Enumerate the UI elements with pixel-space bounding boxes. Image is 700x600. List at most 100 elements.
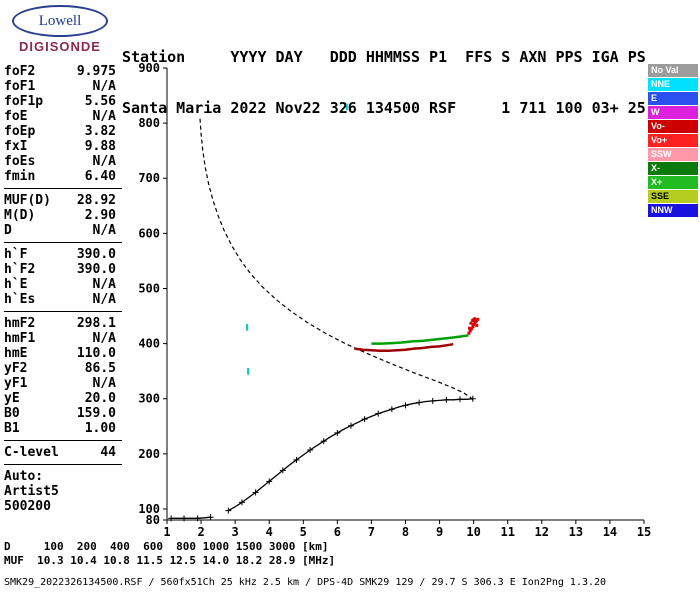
legend-item-nnw: NNW (648, 204, 698, 217)
param-label: yF1 (4, 376, 28, 391)
param-row: yF2 86.5 (4, 361, 116, 376)
param-row: B0 159.0 (4, 406, 116, 421)
param-row: fxI 9.88 (4, 139, 116, 154)
y-tick-label: 300 (138, 392, 160, 406)
x-tick-label: 14 (603, 525, 617, 539)
param-value: N/A (92, 154, 116, 169)
param-row: fmin 6.40 (4, 169, 116, 184)
param-label: yF2 (4, 361, 28, 376)
param-row: foF1 N/A (4, 79, 116, 94)
scatter-foF2-cusp-echoes (470, 327, 474, 331)
param-row: D N/A (4, 223, 116, 238)
file-info-line: SMK29_2022326134500.RSF / 560fx51Ch 25 k… (4, 577, 607, 588)
param-separator (4, 311, 122, 312)
y-tick-label: 80 (146, 513, 160, 527)
y-tick-label: 600 (138, 226, 160, 240)
legend-item-ssw: SSW (648, 148, 698, 161)
param-value: 390.0 (76, 247, 116, 262)
param-value: 3.82 (84, 124, 116, 139)
lowell-digisonde-logo: Lowell DIGISONDE (8, 5, 112, 54)
param-value: N/A (92, 79, 116, 94)
param-separator (4, 440, 122, 441)
param-value: 9.88 (84, 139, 116, 154)
param-value: N/A (92, 331, 116, 346)
param-label: hmE (4, 346, 28, 361)
x-tick-label: 2 (197, 525, 204, 539)
param-value: 9.975 (76, 64, 116, 79)
param-row: hmF2 298.1 (4, 316, 116, 331)
param-label: yE (4, 391, 20, 406)
x-tick-label: 7 (368, 525, 375, 539)
param-value: N/A (92, 376, 116, 391)
scatter-stray-echo-specks-cyan (246, 323, 249, 328)
param-value: 390.0 (76, 262, 116, 277)
scatter-stray-echo-specks-cyan (345, 103, 348, 108)
series-valley-profile (171, 516, 211, 519)
param-value: 28.92 (76, 193, 116, 208)
legend-item-e: E (648, 92, 698, 105)
legend-item-nne: NNE (648, 78, 698, 91)
scatter-foF2-cusp-echoes (473, 321, 477, 325)
param-value: 20.0 (84, 391, 116, 406)
x-tick-label: 10 (466, 525, 480, 539)
legend-item-vo-: Vo+ (648, 134, 698, 147)
legend-item-x-: X+ (648, 176, 698, 189)
param-value: N/A (92, 292, 116, 307)
x-tick-label: 15 (637, 525, 651, 539)
param-label: foF2 (4, 64, 36, 79)
param-value: 159.0 (76, 406, 116, 421)
scatter-stray-echo-specks-cyan (247, 370, 250, 375)
param-row: MUF(D) 28.92 (4, 193, 116, 208)
param-label: h`F (4, 247, 28, 262)
header-values: Santa Maria 2022 Nov22 326 134500 RSF 1 … (122, 99, 646, 117)
param-separator (4, 464, 122, 465)
param-row: foEp 3.82 (4, 124, 116, 139)
param-value: N/A (92, 277, 116, 292)
x-tick-label: 12 (535, 525, 549, 539)
param-row: C-level 44 (4, 445, 116, 460)
param-label: foEs (4, 154, 36, 169)
param-value: 110.0 (76, 346, 116, 361)
y-tick-label: 100 (138, 502, 160, 516)
legend-item-w: W (648, 106, 698, 119)
x-tick-label: 3 (232, 525, 239, 539)
param-separator (4, 242, 122, 243)
y-tick-label: 900 (138, 61, 160, 75)
param-value: 2.90 (84, 208, 116, 223)
x-tick-label: 6 (334, 525, 341, 539)
param-label: M(D) (4, 208, 36, 223)
scatter-stray-echo-specks-cyan (345, 106, 348, 111)
param-row: Artist5 (4, 484, 116, 499)
param-label: hmF1 (4, 331, 36, 346)
series-true-height-profile (227, 398, 473, 512)
param-row: h`F2 390.0 (4, 262, 116, 277)
param-row: h`F 390.0 (4, 247, 116, 262)
param-value: 44 (100, 445, 116, 460)
y-tick-label: 400 (138, 337, 160, 351)
param-label: h`Es (4, 292, 36, 307)
param-value: 1.00 (84, 421, 116, 436)
param-row: foF1p 5.56 (4, 94, 116, 109)
scatter-foF2-cusp-echoes (472, 322, 476, 326)
lowell-logo-oval: Lowell (12, 5, 108, 37)
param-label: foEp (4, 124, 36, 139)
param-row: 500200 (4, 499, 116, 514)
x-tick-label: 13 (569, 525, 583, 539)
scatter-foF2-cusp-echoes (468, 326, 472, 330)
x-tick-label: 4 (266, 525, 273, 539)
scatter-foF2-cusp-echoes (468, 329, 472, 333)
header-column-titles: Station YYYY DAY DDD HHMMSS P1 FFS S AXN… (122, 48, 646, 66)
param-value: N/A (92, 223, 116, 238)
scatter-stray-echo-specks-cyan (247, 368, 250, 373)
param-row: h`Es N/A (4, 292, 116, 307)
scatter-foF2-cusp-echoes (471, 325, 475, 329)
muf-row: MUF 10.3 10.4 10.8 11.5 12.5 14.0 18.2 2… (4, 554, 336, 567)
scatter-foF2-cusp-echoes (475, 323, 479, 327)
y-tick-label: 500 (138, 281, 160, 295)
series-f-trace-vo-minus (354, 342, 454, 353)
param-row: Auto: (4, 469, 116, 484)
scatter-foF2-cusp-echoes (474, 319, 478, 323)
param-label: Artist5 (4, 484, 59, 499)
param-label: hmF2 (4, 316, 36, 331)
